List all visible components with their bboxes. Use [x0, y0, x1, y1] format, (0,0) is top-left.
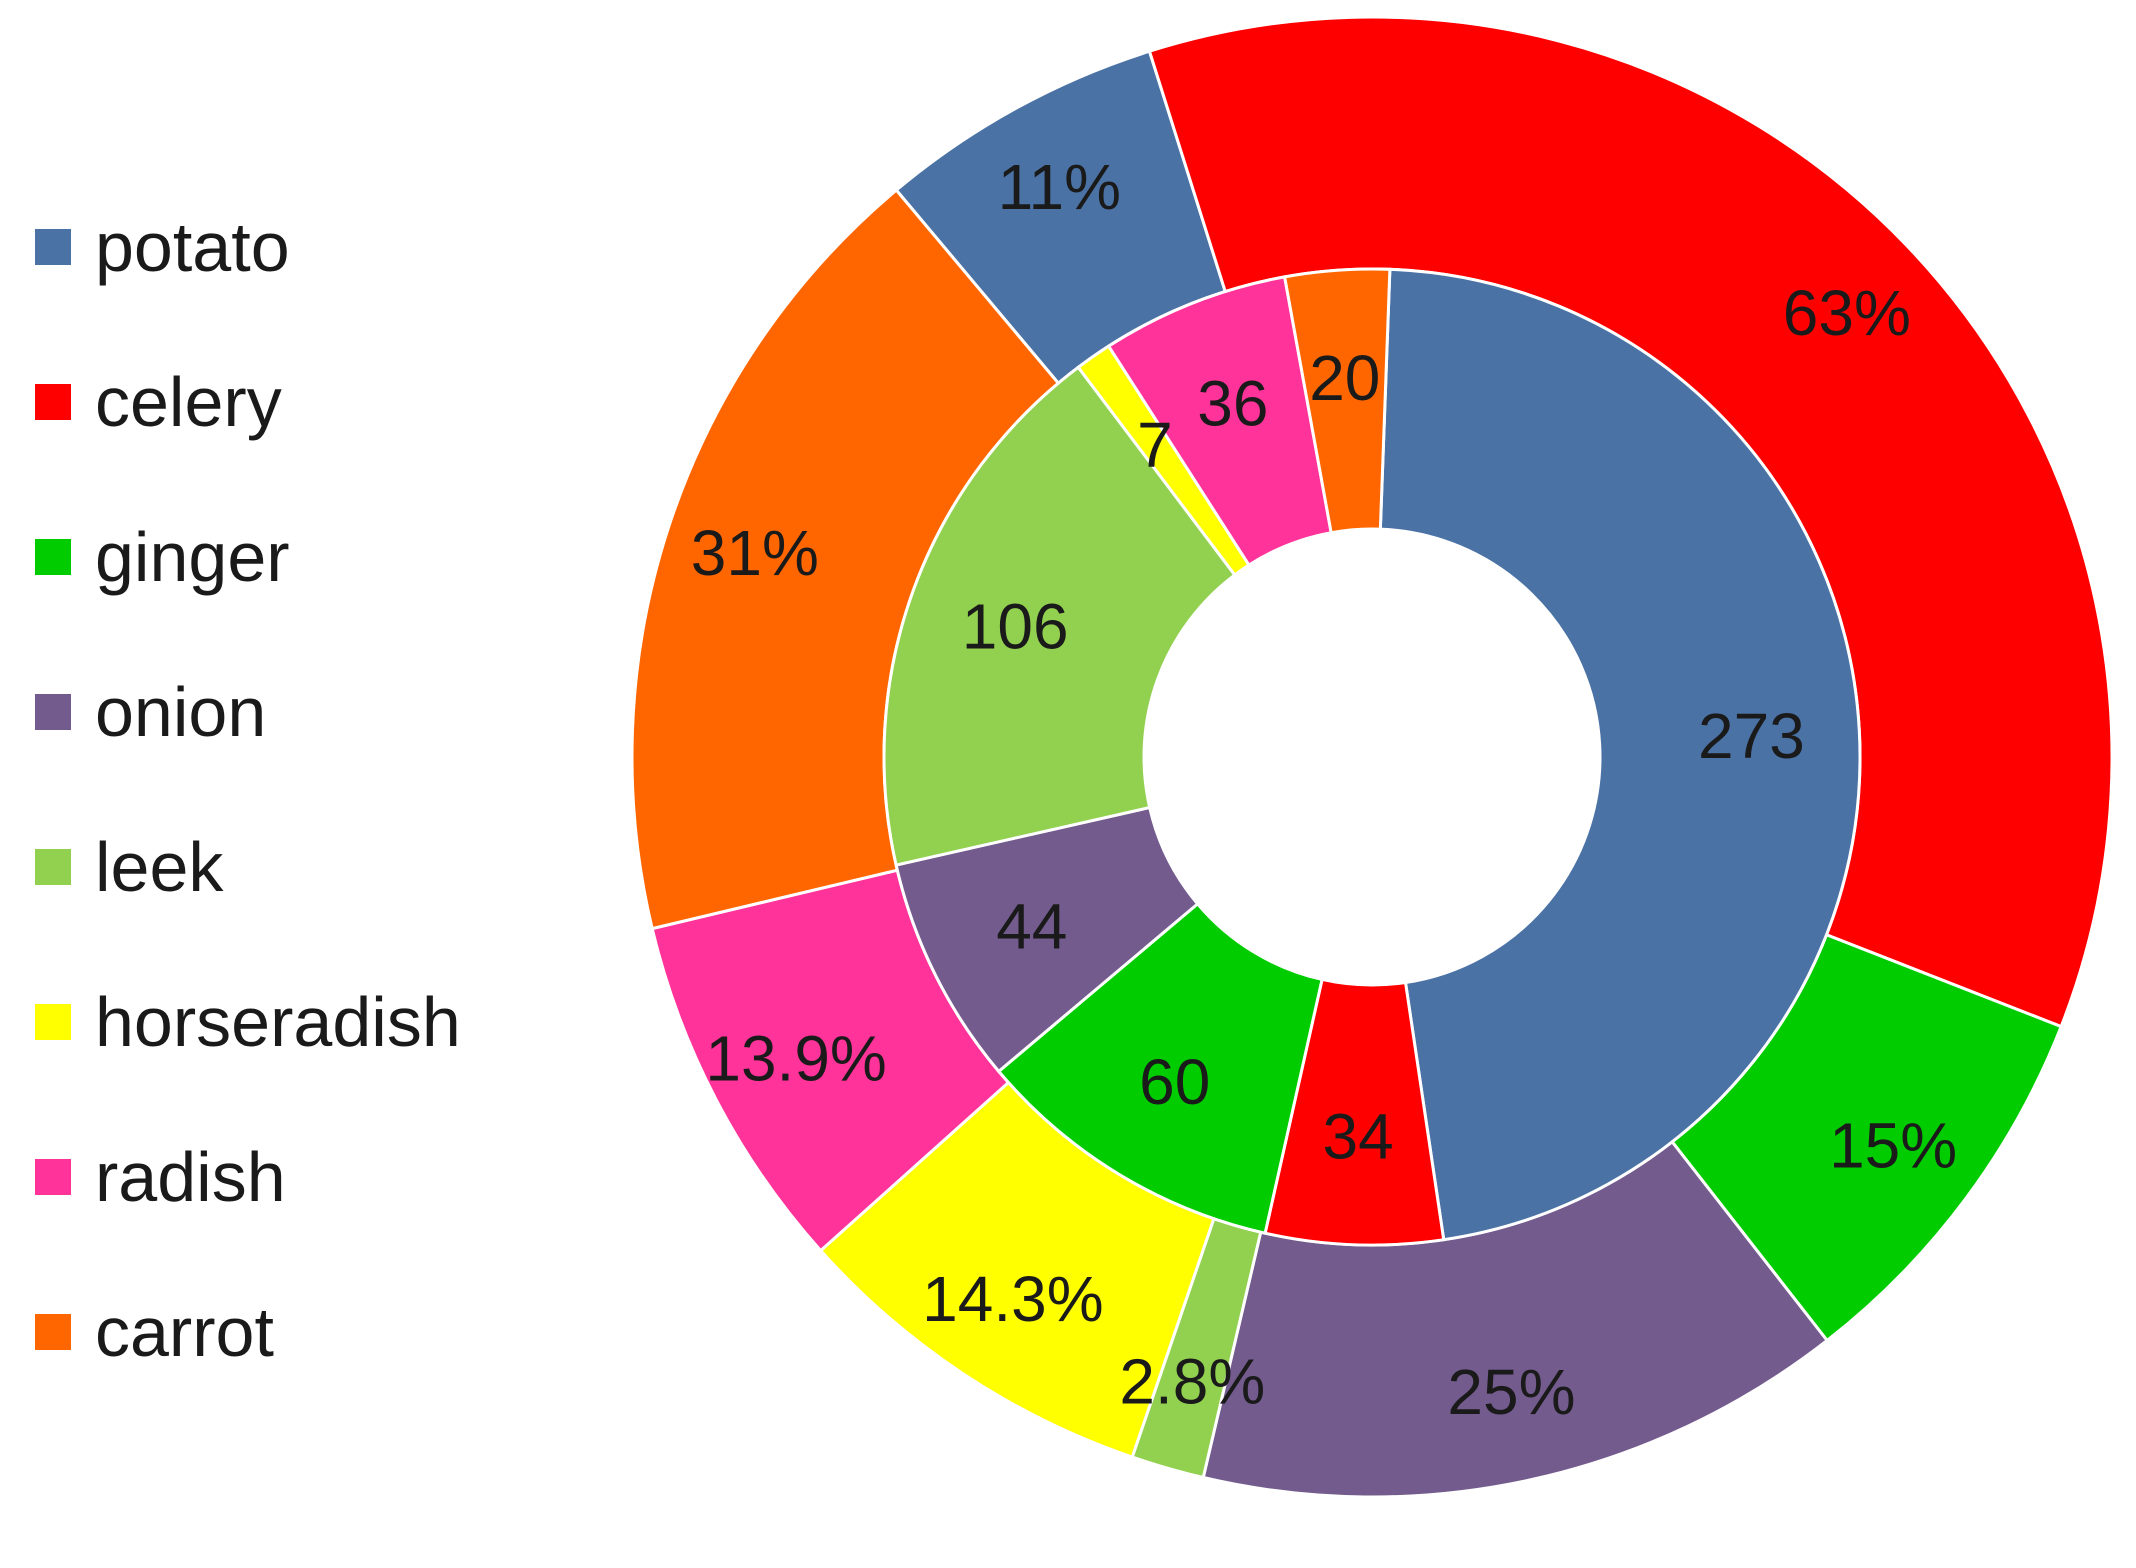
chart-legend: potato celery ginger onion leek horseradish ra… — [35, 208, 461, 1371]
legend-swatch-celery — [35, 384, 71, 420]
legend-label-potato: potato — [95, 208, 290, 286]
outer-label-ginger: 15% — [1829, 1109, 1957, 1181]
inner-slice-potato — [1378, 267, 1862, 1242]
slice-labels: 273 34 60 44 106 7 36 20 11% 63% 15% 25% 2.8%14.3% 13… — [691, 151, 1957, 1428]
inner-label-leek: 106 — [962, 590, 1069, 662]
outer-label-carrot: 31% — [691, 517, 819, 589]
outer-ring — [630, 15, 2114, 1499]
inner-label-carrot: 20 — [1309, 342, 1380, 414]
legend-swatch-onion — [35, 694, 71, 730]
legend-label-radish: radish — [95, 1138, 286, 1216]
legend-swatch-ginger — [35, 539, 71, 575]
inner-label-celery: 34 — [1322, 1101, 1393, 1173]
inner-label-radish: 36 — [1197, 367, 1268, 439]
outer-label-potato: 11% — [998, 151, 1121, 223]
legend-swatch-leek — [35, 849, 71, 885]
outer-label-radish: 13.9% — [705, 1022, 886, 1094]
legend-label-celery: celery — [95, 363, 282, 441]
legend-swatch-radish — [35, 1159, 71, 1195]
outer-label-celery: 63% — [1783, 277, 1911, 349]
legend-swatch-potato — [35, 229, 71, 265]
legend-label-carrot: carrot — [95, 1293, 274, 1371]
inner-label-ginger: 60 — [1139, 1046, 1210, 1118]
inner-slice-leek — [882, 365, 1237, 867]
outer-label-horseradish: 14.3% — [922, 1263, 1103, 1335]
inner-ring — [882, 267, 1862, 1247]
outer-label-leek: 2.8% — [1119, 1346, 1265, 1418]
inner-slice-carrot — [1282, 267, 1392, 535]
legend-swatch-carrot — [35, 1314, 71, 1350]
outer-label-onion: 25% — [1447, 1356, 1575, 1428]
inner-slice-ginger — [996, 901, 1324, 1235]
legend-label-leek: leek — [95, 828, 224, 906]
legend-label-ginger: ginger — [95, 518, 290, 596]
legend-label-onion: onion — [95, 673, 266, 751]
inner-label-horseradish: 7 — [1137, 409, 1173, 481]
inner-label-onion: 44 — [996, 890, 1067, 962]
inner-label-potato: 273 — [1698, 700, 1805, 772]
legend-label-horseradish: horseradish — [95, 983, 461, 1061]
legend-swatch-horseradish — [35, 1004, 71, 1040]
